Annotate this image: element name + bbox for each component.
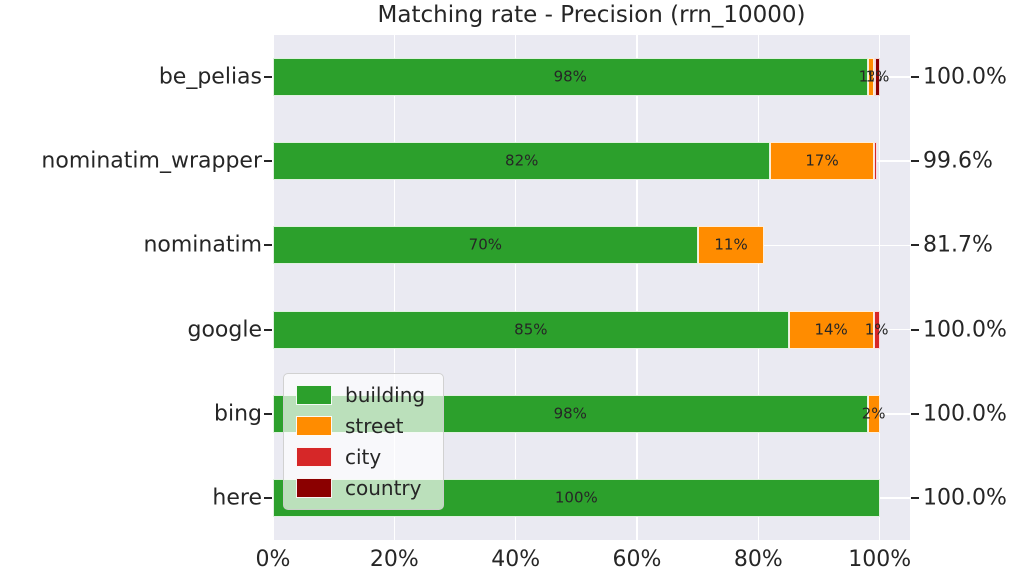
bar-segment-label: 2% [861,404,886,423]
bar-segment-building [273,58,868,97]
total-label: 99.6% [923,148,993,174]
y-axis-label-here: here [212,485,262,511]
total-label: 100.0% [923,401,1007,427]
y-axis-label-nominatim: nominatim [143,232,262,258]
y-tick-mark [264,244,272,247]
x-axis-label: 20% [369,547,419,572]
x-axis-label: 40% [491,547,541,572]
legend: building street city country [283,373,445,510]
bar-segment-label: 70% [468,235,502,254]
legend-swatch-street [296,416,332,436]
total-label: 100.0% [923,317,1007,343]
y-axis-label-bing: bing [214,401,262,427]
y-axis-label-nominatim_wrapper: nominatim_wrapper [41,148,262,174]
bar-segment-street [770,142,874,181]
bar-segment-street [867,58,874,97]
bar-segment-label: 1% [864,320,889,339]
x-gridline [878,35,881,540]
y-tick-mark [264,328,272,331]
bar-segment-street [697,226,765,265]
bar-segment-building [273,310,789,349]
bar-segment-country [875,58,880,97]
total-label: 100.0% [923,64,1007,90]
legend-label-city: city [345,445,382,469]
bar-segment-city [873,142,878,181]
legend-item-street: street [296,415,425,437]
bar-segment-label: 82% [505,151,539,170]
bar-segment-label: 17% [805,151,839,170]
legend-label-street: street [345,414,404,438]
bar-segment-city [873,310,880,349]
x-axis-label: 80% [733,547,783,572]
right-tick-mark [911,76,919,79]
legend-item-building: building [296,384,425,406]
bar-segment-label: 98% [553,404,587,423]
right-tick-mark [911,244,919,247]
y-tick-mark [264,76,272,79]
total-label: 100.0% [923,485,1007,511]
bar-segment-street [867,394,880,433]
right-tick-mark [911,328,919,331]
x-gridline [393,35,396,540]
bar-segment-building [273,226,698,265]
bar-row-be_pelias: 98% 1% 1% [273,58,910,97]
y-tick-mark [264,160,272,163]
x-axis-label: 100% [848,547,912,572]
legend-swatch-city [296,447,332,467]
y-axis-label-google: google [187,317,263,343]
bar-segment-label: 14% [814,320,848,339]
bar-segment-label: 85% [514,320,548,339]
right-tick-mark [911,496,919,499]
total-label: 81.7% [923,232,993,258]
bar-segment-building [273,142,771,181]
y-axis-label-be_pelias: be_pelias [158,64,262,90]
legend-label-country: country [345,476,422,500]
y-tick-mark [264,496,272,499]
legend-swatch-country [296,478,332,498]
bar-segment-label: 1% [865,67,890,86]
x-gridline [757,35,760,540]
right-tick-mark [911,160,919,163]
y-tick-mark [264,412,272,415]
legend-item-city: city [296,446,425,468]
x-axis-label: 0% [255,547,291,572]
legend-item-country: country [296,477,425,499]
x-gridline [272,35,274,540]
bar-row-nominatim: 70% 11% [273,226,910,265]
x-axis-label: 60% [612,547,662,572]
bar-row-nominatim_wrapper: 82% 17% [273,142,910,181]
chart-title: Matching rate - Precision (rrn_10000) [377,2,806,28]
bar-segment-city [873,58,876,97]
bar-row-google: 85% 14% 1% [273,310,910,349]
x-gridline [514,35,517,540]
right-tick-mark [911,412,919,415]
bar-segment-label: 100% [554,488,598,507]
bar-segment-label: 11% [714,235,748,254]
legend-swatch-building [296,385,332,405]
x-gridline [636,35,638,540]
bar-segment-street [788,310,874,349]
bar-segment-label: 98% [553,67,587,86]
legend-label-building: building [345,383,426,407]
